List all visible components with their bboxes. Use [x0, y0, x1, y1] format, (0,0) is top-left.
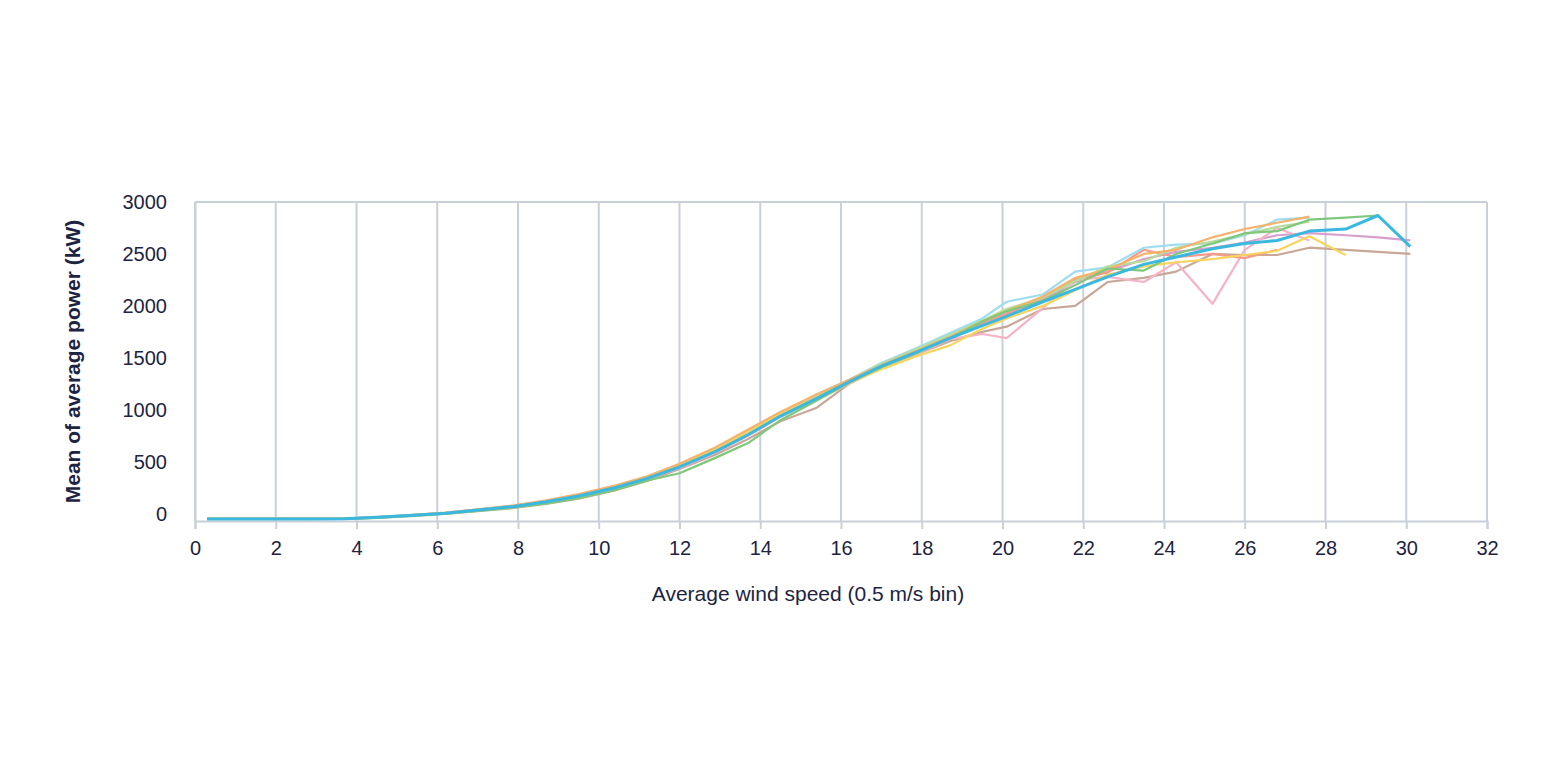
y-tick: 0	[156, 503, 195, 525]
y-tick: 1500	[123, 347, 196, 369]
plot-lines	[207, 216, 1410, 519]
y-tick-label: 0	[156, 503, 167, 525]
grid-line-x	[1325, 202, 1327, 521]
x-tick: 20	[992, 521, 1014, 559]
x-axis: 02468101214161820222426283032	[190, 521, 1499, 559]
grid-line-x	[356, 202, 358, 521]
x-tick-mark	[1487, 521, 1489, 529]
x-tick: 0	[190, 521, 201, 559]
y-tick: 500	[134, 451, 195, 473]
series-line	[207, 216, 1378, 519]
y-tick-label: 2500	[123, 243, 168, 265]
y-axis-title: Mean of average power (kW)	[61, 220, 84, 504]
x-tick: 8	[513, 521, 524, 559]
x-tick: 26	[1234, 521, 1256, 559]
y-tick-label: 1500	[123, 347, 168, 369]
grid-line-x	[1405, 202, 1407, 521]
grid-line-x	[921, 202, 923, 521]
x-tick-mark	[195, 521, 197, 529]
series-line	[207, 250, 1277, 519]
grid-line-x	[436, 202, 438, 521]
y-tick-label: 500	[134, 451, 167, 473]
x-tick-label: 18	[911, 537, 933, 559]
x-tick-mark	[1002, 521, 1004, 529]
x-tick-mark	[1164, 521, 1166, 529]
x-tick: 18	[911, 521, 933, 559]
x-tick-mark	[437, 521, 439, 529]
x-tick-label: 4	[351, 537, 362, 559]
x-tick: 6	[432, 521, 443, 559]
x-tick: 22	[1073, 521, 1095, 559]
y-tick: 2500	[123, 243, 196, 265]
x-tick-mark	[1244, 521, 1246, 529]
grid-line-x	[840, 202, 842, 521]
plot-frame-top	[195, 201, 1487, 203]
x-tick-label: 2	[271, 537, 282, 559]
x-tick-mark	[1406, 521, 1408, 529]
x-axis-title: Average wind speed (0.5 m/s bin)	[652, 582, 964, 605]
x-tick: 10	[588, 521, 610, 559]
x-tick-label: 30	[1396, 537, 1418, 559]
series-line	[207, 217, 1309, 519]
y-tick: 3000	[123, 191, 196, 213]
x-axis-line	[196, 522, 1488, 530]
x-tick: 28	[1315, 521, 1337, 559]
x-tick: 30	[1396, 521, 1418, 559]
grid-line-x	[1486, 202, 1488, 521]
x-tick-label: 12	[669, 537, 691, 559]
x-tick-mark	[356, 521, 358, 529]
x-tick-label: 26	[1234, 537, 1256, 559]
series-line	[207, 248, 1410, 519]
x-tick-label: 20	[992, 537, 1014, 559]
x-tick-mark	[760, 521, 762, 529]
x-tick-mark	[841, 521, 843, 529]
x-tick-mark	[275, 521, 277, 529]
x-tick-label: 24	[1153, 537, 1175, 559]
x-tick-mark	[518, 521, 520, 529]
x-tick-label: 10	[588, 537, 610, 559]
x-tick-mark	[679, 521, 681, 529]
grid-line-x	[1163, 202, 1165, 521]
x-tick-mark	[1083, 521, 1085, 529]
grid-line-x	[759, 202, 761, 521]
grid-line-x	[275, 202, 277, 521]
x-tick-label: 8	[513, 537, 524, 559]
x-tick-label: 16	[830, 537, 852, 559]
grid-line-x	[598, 202, 600, 521]
x-tick-mark	[921, 521, 923, 529]
series-line	[207, 216, 1410, 519]
x-tick: 14	[750, 521, 772, 559]
series-line	[207, 236, 1346, 519]
grid-line-x	[1002, 202, 1004, 521]
y-tick-label: 3000	[123, 191, 168, 213]
x-tick-label: 14	[750, 537, 772, 559]
x-tick-label: 32	[1476, 537, 1498, 559]
grid-line-x	[1082, 202, 1084, 521]
y-tick-label: 1000	[123, 399, 168, 421]
x-tick: 12	[669, 521, 691, 559]
x-tick: 24	[1153, 521, 1175, 559]
x-tick: 32	[1476, 521, 1498, 559]
x-tick: 2	[271, 521, 282, 559]
grid	[195, 202, 1487, 521]
chart: 0246810121416182022242628303205001000150…	[0, 0, 1552, 759]
x-tick-label: 28	[1315, 537, 1337, 559]
x-tick-label: 0	[190, 537, 201, 559]
y-tick: 1000	[123, 399, 196, 421]
grid-line-x	[194, 202, 196, 521]
y-tick: 2000	[123, 295, 196, 317]
x-tick-mark	[598, 521, 600, 529]
y-tick-label: 2000	[123, 295, 168, 317]
y-axis-line	[195, 203, 197, 522]
x-tick-label: 22	[1073, 537, 1095, 559]
x-tick-mark	[1325, 521, 1327, 529]
x-tick: 16	[830, 521, 852, 559]
grid-line-x	[517, 202, 519, 521]
y-axis: 0 500 1000 1500 2000 2500 3000	[123, 191, 196, 525]
x-tick-label: 6	[432, 537, 443, 559]
x-tick: 4	[351, 521, 362, 559]
